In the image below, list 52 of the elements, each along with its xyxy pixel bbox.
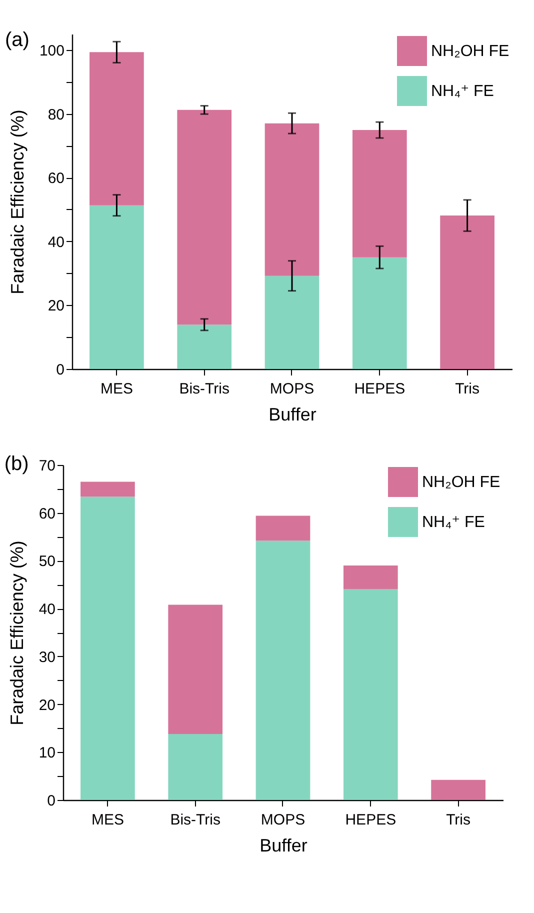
legend-label: NH₄⁺ FE — [431, 83, 494, 100]
y-tick-label: 0 — [56, 362, 64, 378]
chart-title: (b) — [4, 453, 29, 475]
x-tick-label: MOPS — [260, 812, 306, 828]
y-tick-label: 30 — [38, 648, 56, 666]
x-tick-label: HEPES — [354, 380, 406, 398]
bar — [168, 734, 223, 800]
y-tick-label: 60 — [38, 505, 56, 522]
x-tick-label: Tris — [446, 812, 471, 828]
legend-label: NH₂OH FE — [431, 43, 510, 60]
bar — [90, 205, 144, 369]
bar — [264, 123, 320, 276]
y-tick-label: 20 — [38, 696, 56, 714]
x-tick-label: HEPES — [345, 812, 396, 828]
bar — [256, 540, 310, 800]
y-tick-label: 80 — [48, 106, 64, 124]
bar — [431, 780, 486, 800]
bar — [256, 516, 310, 541]
bar — [177, 110, 232, 325]
y-tick-label: 50 — [38, 553, 56, 570]
bar — [440, 216, 494, 369]
x-tick-label: Bis-Tris — [179, 380, 230, 398]
y-axis-title: Faradaic Efficiency (%) — [7, 110, 28, 294]
y-tick-label: 0 — [47, 792, 56, 810]
y-tick-label: 10 — [38, 744, 56, 762]
x-axis-title: Buffer — [260, 836, 308, 856]
bar — [343, 566, 398, 589]
bar — [352, 257, 407, 369]
y-tick-label: 60 — [48, 170, 64, 188]
y-tick-label: 20 — [48, 298, 64, 315]
x-tick-label: Bis-Tris — [170, 812, 220, 828]
x-tick-label: MES — [100, 380, 133, 398]
y-tick-label: 40 — [48, 234, 64, 251]
bar — [168, 604, 223, 734]
x-tick-label: MOPS — [270, 380, 314, 398]
chart-title: (a) — [4, 29, 30, 51]
legend-label: NH₄⁺ FE — [422, 514, 485, 531]
y-axis-title: Faradaic Efficiency (%) — [6, 540, 27, 726]
bar — [177, 324, 232, 369]
bar — [90, 52, 144, 206]
bar — [80, 482, 135, 497]
x-tick-label: MES — [91, 812, 124, 828]
y-tick-label: 40 — [38, 601, 56, 618]
x-tick-label: Tris — [455, 380, 480, 398]
bar — [352, 130, 407, 258]
legend-label: NH₂OH FE — [422, 474, 500, 491]
bar — [264, 276, 320, 369]
y-tick-label: 100 — [39, 42, 64, 60]
x-axis-title: Buffer — [268, 404, 316, 424]
bar — [343, 588, 398, 800]
y-tick-label: 70 — [38, 458, 56, 474]
bar — [80, 496, 135, 800]
